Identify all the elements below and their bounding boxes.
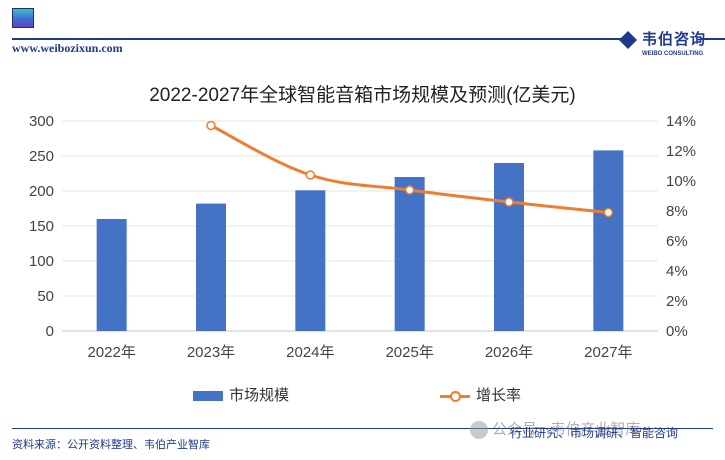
x-tick-label: 2023年: [187, 344, 235, 361]
growth-point: [504, 197, 514, 207]
header-divider-right: [700, 38, 725, 40]
y-left-tick-label: 150: [29, 218, 54, 235]
legend-bar: 市场规模: [193, 384, 289, 405]
brand-name: 韦伯咨询: [642, 30, 707, 48]
bar: [96, 219, 127, 331]
x-tick-label: 2022年: [87, 344, 135, 361]
growth-point: [305, 170, 316, 180]
bar: [295, 190, 326, 331]
watermark-sub: 行业研究、市场调研、智能咨询: [510, 426, 679, 440]
header-divider: [12, 38, 624, 40]
wechat-icon: [470, 421, 488, 440]
y-right-tick-label: 14%: [666, 113, 696, 130]
bar: [593, 150, 624, 331]
site-url[interactable]: www.weibozixun.com: [12, 41, 123, 55]
brand-logo: [12, 8, 34, 28]
y-left-tick-label: 50: [37, 288, 54, 305]
y-left-tick-label: 0: [46, 323, 54, 340]
brand-name-en: WEIBO CONSULTING: [642, 51, 704, 57]
source-note: 资料来源：公开资料整理、韦伯产业智库: [12, 438, 210, 451]
growth-point: [206, 120, 216, 131]
y-right-tick-label: 2%: [666, 293, 688, 310]
bar: [196, 203, 226, 331]
x-tick-label: 2026年: [485, 344, 533, 361]
y-right-tick-label: 4%: [666, 263, 688, 280]
x-tick-label: 2027年: [584, 344, 632, 361]
brand-block: 韦伯咨询 WEIBO CONSULTING: [618, 26, 725, 62]
legend-line: 增长率: [440, 384, 521, 405]
footer-divider: [12, 428, 713, 429]
chart-title: 2022-2027年全球智能音箱市场规模及预测(亿美元): [149, 85, 576, 106]
legend-bar-label: 市场规模: [229, 387, 290, 404]
x-tick-label: 2024年: [286, 344, 334, 361]
legend-line-swatch: [440, 391, 470, 403]
watermark: 公众号 · 韦伯产业智库: [470, 418, 641, 440]
y-left-tick-label: 250: [29, 148, 54, 165]
y-left-tick-label: 100: [29, 253, 54, 270]
legend-bar-swatch: [193, 391, 223, 402]
y-right-tick-label: 6%: [666, 233, 688, 250]
bar: [394, 177, 425, 331]
watermark-text: 公众号 · 韦伯产业智库: [492, 421, 641, 438]
y-right-tick-label: 12%: [666, 143, 696, 160]
y-left-tick-label: 300: [29, 113, 54, 130]
growth-point: [404, 185, 415, 195]
growth-point: [603, 207, 614, 218]
y-right-tick-label: 0%: [666, 323, 688, 340]
bar: [494, 163, 524, 331]
legend-line-label: 增长率: [476, 387, 522, 404]
x-tick-label: 2025年: [385, 344, 433, 361]
y-right-tick-label: 10%: [666, 173, 696, 190]
y-left-tick-label: 200: [29, 183, 54, 200]
y-right-tick-label: 8%: [666, 203, 688, 220]
